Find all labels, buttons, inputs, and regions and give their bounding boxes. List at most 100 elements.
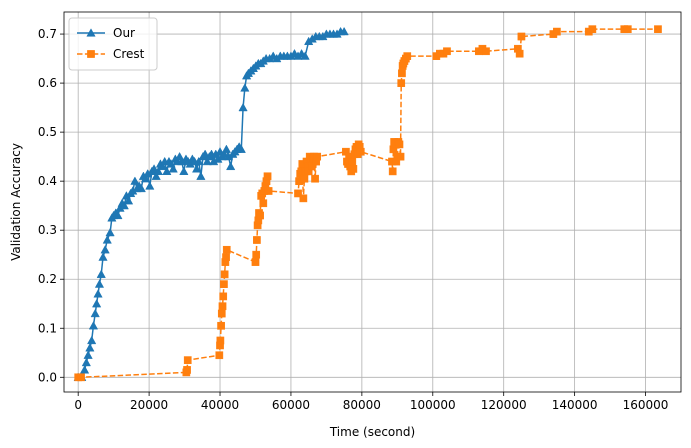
series-crest-point xyxy=(256,211,264,220)
series-our-point xyxy=(179,166,189,175)
plot-frame xyxy=(63,11,682,393)
series-our-point xyxy=(100,245,110,254)
series-our-point xyxy=(153,166,163,175)
series-our-point xyxy=(88,321,99,330)
series-crest-point xyxy=(253,236,261,244)
series-our-point xyxy=(119,200,129,210)
series-our-point xyxy=(113,210,123,220)
series-our-point xyxy=(157,161,168,171)
series-crest-point xyxy=(654,25,662,34)
series-crest-point xyxy=(217,309,226,318)
series-our-point xyxy=(87,335,97,345)
series-crest-point xyxy=(482,47,490,56)
series-crest-point xyxy=(395,140,404,149)
series-our-point xyxy=(226,161,236,171)
series-our-point xyxy=(81,357,91,367)
series-our-point xyxy=(130,176,140,185)
series-our-point xyxy=(196,171,206,180)
series-crest-point xyxy=(222,253,230,262)
series-our-point xyxy=(79,365,90,374)
x-tick-label: 0 xyxy=(74,398,82,412)
series-crest-point xyxy=(216,336,225,345)
y-tick-label: 0.3 xyxy=(38,223,57,237)
series-our-point xyxy=(85,343,95,352)
legend-label: Our xyxy=(113,26,135,40)
series-crest-point xyxy=(517,32,526,41)
series-our-point xyxy=(221,144,232,153)
x-tick-label: 40000 xyxy=(201,398,239,412)
series-our-point xyxy=(219,149,229,158)
legend-label: Crest xyxy=(113,47,145,61)
series-crest-point xyxy=(219,292,228,301)
series-crest-point xyxy=(252,250,261,259)
series-our-point xyxy=(149,164,159,173)
series-crest-point xyxy=(348,157,357,166)
y-axis-ticks: 0.0 0.1 0.2 0.3 0.4 0.5 0.6 0.7 xyxy=(38,27,64,384)
x-tick-label: 160000 xyxy=(623,398,669,412)
series-crest-point xyxy=(403,52,412,60)
series-crest-point xyxy=(294,189,302,198)
x-axis-label: Time (second) xyxy=(329,425,415,439)
series-crest-point xyxy=(311,174,319,183)
series-crest-point xyxy=(356,147,365,156)
series-our-point xyxy=(202,156,212,166)
series-crest-point xyxy=(313,152,322,161)
x-tick-label: 120000 xyxy=(481,398,527,412)
series-our-point xyxy=(194,156,204,166)
series-our-point xyxy=(339,26,349,36)
x-tick-label: 100000 xyxy=(410,398,456,412)
series-crest-point xyxy=(251,258,260,266)
series-our-point xyxy=(145,181,155,190)
series-crest-point xyxy=(263,172,272,181)
series-crest-point xyxy=(259,199,268,208)
series-crest-point xyxy=(183,366,191,374)
series-crest-point xyxy=(553,27,561,36)
series-crest-point xyxy=(588,25,597,34)
series-our-point xyxy=(98,252,108,261)
series-our-point xyxy=(300,51,310,60)
series-our-point xyxy=(90,308,100,318)
series-crest-point xyxy=(299,194,308,203)
series-crest-point xyxy=(388,167,397,176)
series-our-point xyxy=(136,183,146,193)
series-our-point xyxy=(93,289,103,298)
legend-item-crest: Crest xyxy=(77,47,145,61)
y-axis-label: Validation Accuracy xyxy=(9,143,23,261)
series-crest-point xyxy=(264,187,273,195)
series-our-point xyxy=(91,299,102,308)
series-crest-point xyxy=(515,49,524,58)
legend: Our Crest xyxy=(68,17,158,71)
series-crest-point xyxy=(215,351,224,360)
series-crest-point xyxy=(623,25,632,34)
series-our-point xyxy=(162,166,172,175)
grid xyxy=(64,12,681,392)
series-our-point xyxy=(240,83,250,92)
series-crest-point xyxy=(218,302,227,311)
series-our-point xyxy=(83,350,93,359)
x-tick-label: 60000 xyxy=(272,398,310,412)
series-crest-point xyxy=(77,373,85,382)
series-our-point xyxy=(102,235,112,244)
series-our-point xyxy=(94,279,105,288)
series-crest-point xyxy=(183,356,192,364)
series-layer xyxy=(73,25,662,382)
series-our-point xyxy=(96,269,106,278)
series-crest-point xyxy=(222,245,231,254)
y-tick-label: 0.7 xyxy=(38,27,57,41)
series-our-point xyxy=(105,227,115,237)
legend-marker xyxy=(86,28,96,37)
series-our-point xyxy=(200,149,210,158)
series-crest-point xyxy=(398,69,406,78)
series-our-point xyxy=(236,144,246,153)
series-crest-point xyxy=(396,152,405,161)
y-tick-label: 0.1 xyxy=(38,321,57,335)
series-crest-point xyxy=(300,174,309,183)
series-our-point xyxy=(191,164,202,173)
legend-marker xyxy=(87,50,95,58)
y-tick-label: 0.5 xyxy=(38,125,57,139)
series-crest-point xyxy=(217,321,225,330)
series-crest-point xyxy=(443,47,451,56)
x-tick-label: 20000 xyxy=(130,398,168,412)
